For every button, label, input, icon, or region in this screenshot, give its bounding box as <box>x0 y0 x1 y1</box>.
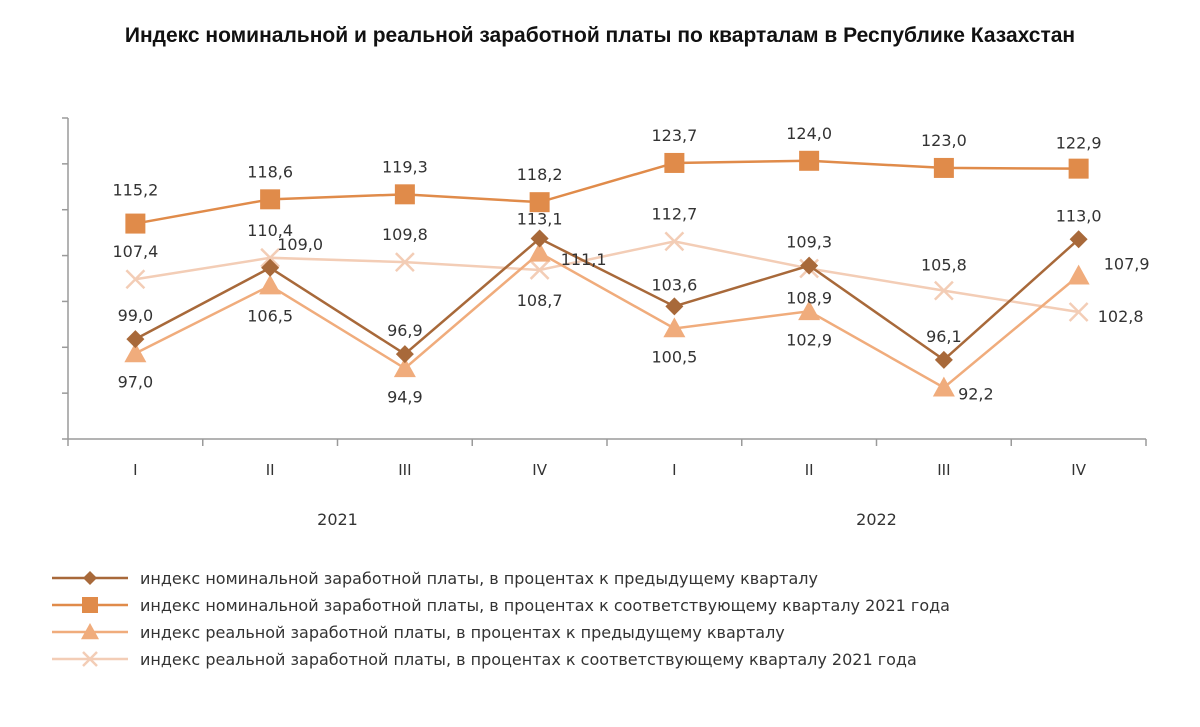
data-label: 107,4 <box>112 242 158 261</box>
series-line-1 <box>134 237 1080 362</box>
data-point-diamond <box>800 256 819 275</box>
data-point-diamond <box>530 229 549 248</box>
data-point-triangle <box>663 317 686 338</box>
data-point-cross <box>125 269 146 290</box>
data-point-diamond <box>665 297 684 316</box>
data-label: 115,2 <box>112 181 158 200</box>
data-label: 124,0 <box>786 124 832 143</box>
legend-marker-square <box>82 597 98 613</box>
data-point-triangle <box>1067 264 1090 285</box>
data-point-triangle <box>528 241 551 262</box>
data-point-square <box>394 184 415 205</box>
data-point-triangle <box>124 342 147 363</box>
legend-marker-diamond <box>83 571 97 585</box>
data-point-triangle <box>798 300 821 321</box>
data-label: 109,8 <box>382 225 428 244</box>
data-label: 97,0 <box>118 372 154 391</box>
data-point-cross <box>664 231 685 252</box>
data-label: 100,5 <box>651 347 697 366</box>
data-point-cross <box>1068 302 1089 322</box>
data-label: 122,9 <box>1056 134 1102 153</box>
series-line-3 <box>134 251 1080 390</box>
year-label: 2022 <box>856 510 897 529</box>
data-point-triangle <box>393 357 416 378</box>
data-point-triangle <box>932 376 955 397</box>
legend-entry: индекс реальной заработной платы, в проц… <box>140 650 917 669</box>
series-line-2 <box>135 159 1079 225</box>
data-label: 107,9 <box>1104 255 1150 274</box>
data-label: 109,3 <box>786 233 832 252</box>
x-tick-label: III <box>398 461 411 479</box>
legend-entry: индекс реальной заработной платы, в проц… <box>140 623 785 642</box>
data-point-square <box>1068 158 1089 179</box>
data-point-diamond <box>261 258 280 277</box>
data-point-triangle <box>259 274 282 295</box>
data-label: 96,9 <box>387 321 423 340</box>
series-line-4 <box>135 240 1079 314</box>
chart-title: Индекс номинальной и реальной заработной… <box>124 24 1076 47</box>
data-label: 109,0 <box>277 235 323 254</box>
data-label: 123,7 <box>651 126 697 145</box>
year-label: 2021 <box>317 510 358 529</box>
data-label: 105,8 <box>921 256 967 275</box>
data-point-square <box>529 192 550 213</box>
x-tick-label: I <box>672 461 676 479</box>
data-label: 94,9 <box>387 387 423 406</box>
data-point-square <box>664 152 685 173</box>
data-label: 92,2 <box>958 385 994 404</box>
data-label: 102,9 <box>786 330 832 349</box>
data-label: 110,4 <box>247 221 293 240</box>
data-label: 103,6 <box>651 275 697 294</box>
data-label: 113,0 <box>1056 206 1102 225</box>
data-label: 96,1 <box>926 327 962 346</box>
data-point-square <box>125 213 146 234</box>
data-label: 108,7 <box>517 291 563 310</box>
x-tick-label: IV <box>532 461 547 479</box>
data-point-diamond <box>395 345 414 364</box>
data-point-diamond <box>1069 230 1088 249</box>
data-label: 118,2 <box>517 165 563 184</box>
data-label: 111,1 <box>561 250 607 269</box>
legend-marker-triangle <box>81 623 99 640</box>
data-point-square <box>933 157 954 178</box>
data-label: 112,7 <box>651 204 697 223</box>
data-label: 106,5 <box>247 307 293 326</box>
data-label: 102,8 <box>1098 307 1144 326</box>
data-label: 123,0 <box>921 131 967 150</box>
x-tick-label: II <box>266 461 275 479</box>
legend-entry: индекс номинальной заработной платы, в п… <box>140 596 950 615</box>
data-label: 119,3 <box>382 157 428 176</box>
legend-entry: индекс номинальной заработной платы, в п… <box>140 569 818 588</box>
data-label: 118,6 <box>247 162 293 181</box>
legend-marker-cross <box>82 651 98 667</box>
x-tick-label: IV <box>1071 461 1086 479</box>
data-point-cross <box>260 247 281 268</box>
data-point-cross <box>529 260 550 280</box>
data-point-diamond <box>126 330 145 349</box>
data-label: 108,9 <box>786 289 832 308</box>
data-point-square <box>799 150 820 171</box>
x-tick-label: I <box>133 461 137 479</box>
data-label: 113,1 <box>517 210 563 229</box>
data-point-cross <box>933 280 954 301</box>
x-tick-label: III <box>937 461 950 479</box>
data-point-square <box>260 189 281 210</box>
x-tick-label: II <box>805 461 814 479</box>
data-point-cross <box>394 252 415 272</box>
data-label: 99,0 <box>118 306 154 325</box>
data-point-diamond <box>934 350 953 369</box>
